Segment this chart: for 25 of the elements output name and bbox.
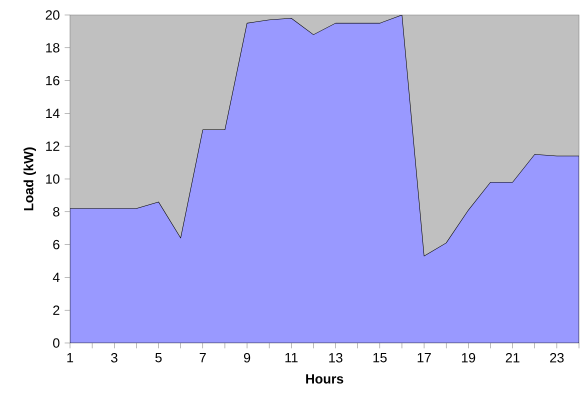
y-tick-label: 18 <box>46 43 60 53</box>
y-tick-label: 14 <box>46 108 60 118</box>
y-tick-label: 16 <box>46 76 60 86</box>
x-tick-label: 19 <box>462 353 476 362</box>
x-axis-title: Hours <box>306 374 344 384</box>
x-tick-label: 21 <box>506 353 520 362</box>
y-tick-label: 12 <box>46 142 60 151</box>
y-tick-label: 8 <box>53 207 60 217</box>
y-tick-label: 2 <box>53 306 60 315</box>
x-tick-label: 11 <box>285 353 298 362</box>
y-tick-label: 10 <box>46 174 60 184</box>
y-tick-label: 0 <box>53 338 60 348</box>
x-tick-label: 23 <box>550 353 564 362</box>
x-tick-label: 3 <box>111 353 118 362</box>
y-tick-label: 4 <box>52 272 60 282</box>
x-tick-label: 9 <box>244 353 250 362</box>
x-tick-label: 13 <box>329 353 342 362</box>
y-tick-label: 6 <box>53 240 60 250</box>
x-tick-label: 17 <box>418 353 431 362</box>
x-tick-label: 5 <box>155 353 162 362</box>
y-tick-label: 20 <box>46 10 60 20</box>
x-tick-label: 1 <box>67 353 74 362</box>
y-axis-title: Load (kW) <box>24 147 36 210</box>
x-tick-label: 7 <box>200 353 206 362</box>
x-tick-label: 15 <box>373 353 387 362</box>
